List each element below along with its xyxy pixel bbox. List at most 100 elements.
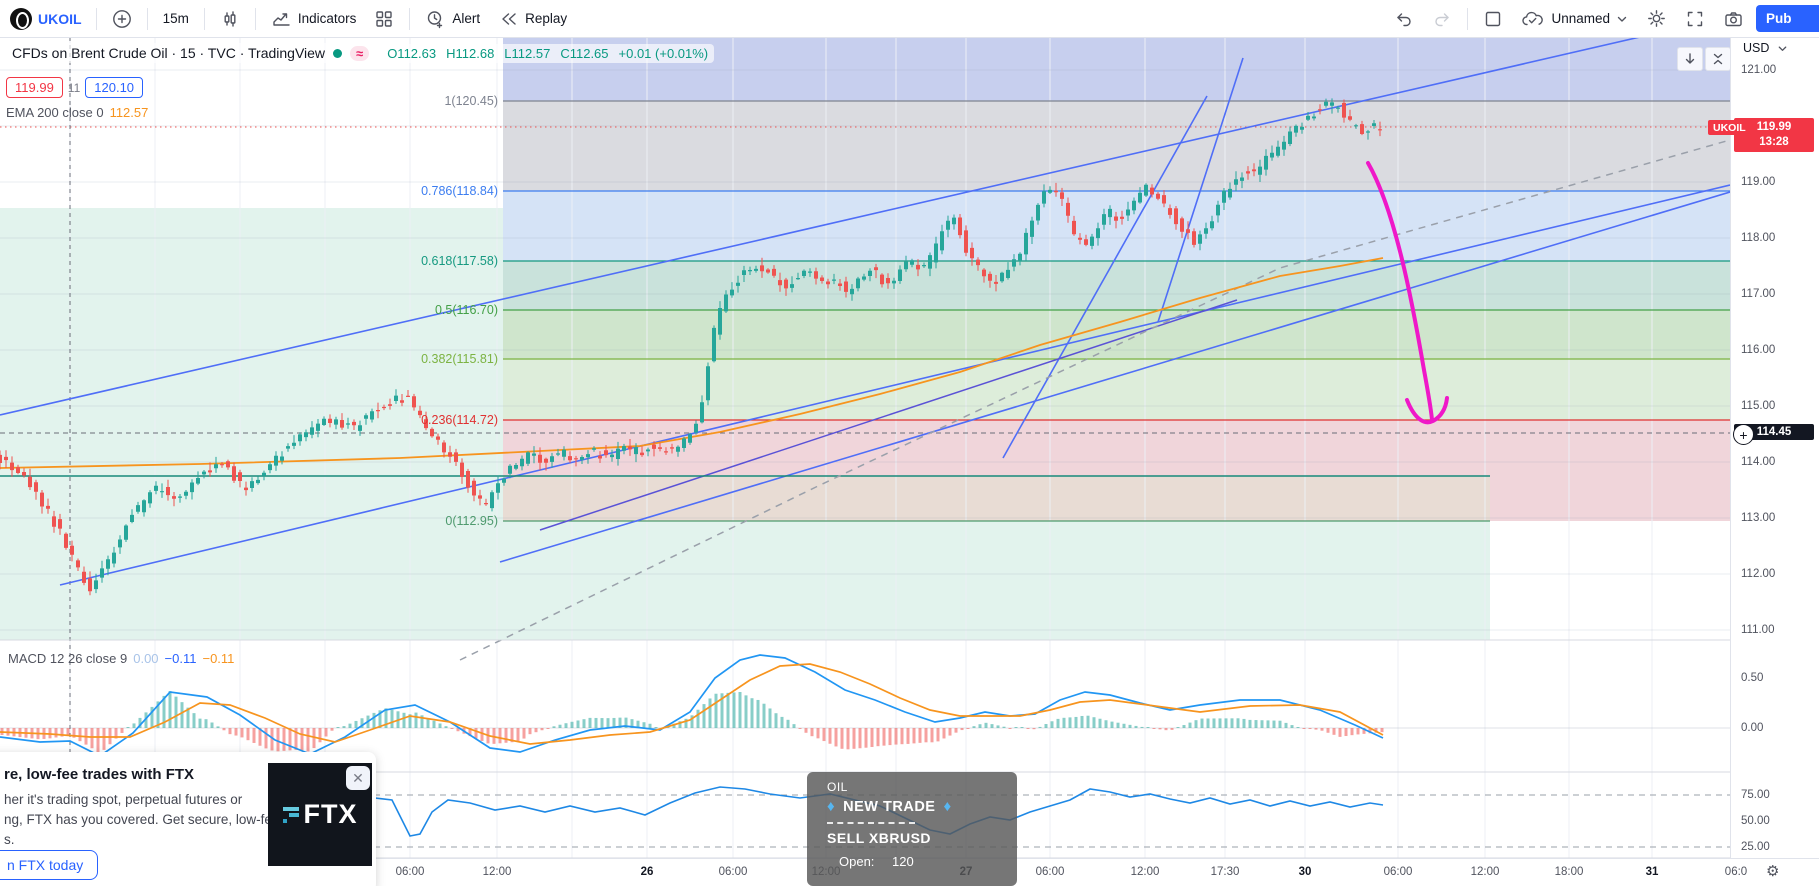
redo-icon: [1435, 12, 1450, 26]
macd-histogram-bar: [912, 728, 916, 744]
macd-histogram-bar: [342, 726, 346, 728]
macd-indicator-legend[interactable]: MACD 12 26 close 9 0.00 −0.11 −0.11: [8, 651, 235, 666]
price-axis-label: 115.00: [1741, 400, 1776, 412]
symbol-price-flag: UKOIL: [1708, 120, 1751, 135]
new-trade-popup[interactable]: OIL ♦ NEW TRADE ♦ SELL XBRUSD Open: 120: [807, 772, 1017, 886]
time-axis-label: 26: [640, 866, 654, 878]
macd-histogram-bar: [1302, 728, 1306, 729]
uptrend-channel-top-trendline: [0, 37, 1641, 416]
macd-histogram-bar: [978, 724, 982, 728]
macd-histogram-bar: [810, 728, 814, 737]
crosshair-price-tag: 114.45: [1734, 424, 1814, 440]
macd-histogram-bar: [1320, 728, 1324, 731]
macd-histogram-bar: [324, 728, 328, 737]
macd-histogram-bar: [438, 723, 442, 728]
macd-histogram-bar: [96, 728, 100, 753]
price-axis-label: 25.00: [1741, 841, 1770, 853]
price-axis-label: 112.00: [1741, 568, 1776, 580]
fib-level-label: 0.5(116.70): [434, 303, 498, 317]
macd-histogram-bar: [1308, 728, 1312, 730]
macd-histogram-bar: [264, 728, 268, 749]
macd-histogram-bar: [816, 728, 820, 739]
macd-histogram-bar: [852, 728, 856, 749]
macd-histogram-bar: [252, 728, 256, 743]
price-label-high[interactable]: 120.10: [85, 77, 144, 98]
macd-histogram-bar: [1056, 718, 1060, 728]
macd-histogram-bar: [690, 715, 694, 728]
macd-histogram-bar: [114, 728, 118, 739]
ema-indicator-legend[interactable]: EMA 200 close 0 112.57: [6, 105, 149, 120]
publish-button[interactable]: Pub: [1756, 5, 1819, 32]
macd-histogram-bar: [990, 724, 994, 728]
ad-close-button[interactable]: ✕: [346, 766, 370, 790]
scroll-to-recent-button[interactable]: [1677, 47, 1703, 71]
ad-body-line: her it's trading spot, perpetual futures…: [4, 792, 243, 807]
macd-histogram-bar: [1026, 728, 1030, 729]
ftx-ad-banner[interactable]: re, low-fee trades with FTX her it's tra…: [0, 752, 376, 886]
popup-action: SELL XBRUSD: [827, 830, 932, 846]
background-band: [1490, 476, 1730, 521]
delayed-data-badge[interactable]: ≈: [350, 45, 370, 61]
divider: [1467, 7, 1469, 30]
macd-histogram-bar: [1230, 718, 1234, 728]
macd-histogram-bar: [600, 718, 604, 728]
price-axis-label: 114.00: [1741, 456, 1776, 468]
chart-style-button[interactable]: [211, 4, 249, 34]
popup-open-label: Open:: [839, 854, 875, 869]
crosshair-add-alert-button[interactable]: +: [1733, 424, 1754, 445]
new-layout-button[interactable]: [1474, 4, 1512, 34]
symbol-button[interactable]: UKOIL: [38, 10, 82, 27]
macd-histogram-bar: [876, 728, 880, 747]
indicators-button[interactable]: Indicators: [262, 4, 366, 34]
price-chart-canvas[interactable]: [0, 37, 1730, 886]
macd-histogram-bar: [606, 718, 610, 728]
replay-button[interactable]: Replay: [489, 4, 576, 34]
time-axis-label: 12:00: [1130, 866, 1160, 878]
macd-histogram-bar: [300, 728, 304, 751]
price-label-low[interactable]: 119.99: [6, 77, 63, 98]
macd-histogram-bar: [138, 717, 142, 728]
time-axis-label: 06:0: [1724, 866, 1748, 878]
redo-button[interactable]: [1423, 4, 1461, 34]
macd-histogram-bar: [1254, 720, 1258, 728]
dashed-trendline: [459, 139, 1730, 661]
macd-histogram-bar: [726, 692, 730, 728]
macd-histogram-bar: [954, 728, 958, 733]
chart-area[interactable]: CFDs on Brent Crude Oil · 15 · TVC · Tra…: [0, 37, 1819, 886]
save-layout-button[interactable]: Unnamed: [1512, 4, 1637, 34]
time-axis-label: 06:00: [1035, 866, 1065, 878]
macd-histogram-bar: [174, 696, 178, 728]
fullscreen-button[interactable]: [1676, 4, 1714, 34]
chevron-down-icon: [1779, 45, 1787, 51]
ad-cta-button[interactable]: n FTX today: [0, 850, 99, 880]
indicator-templates-button[interactable]: [365, 4, 403, 34]
price-axis-label: 113.00: [1741, 512, 1776, 524]
alert-price-labels: 119.99 11 120.10: [6, 77, 144, 98]
macd-histogram-bar: [846, 728, 850, 750]
undo-button[interactable]: [1385, 4, 1423, 34]
macd-histogram-bar: [540, 728, 544, 731]
popup-symbol: OIL: [827, 780, 848, 794]
macd-histogram-bar: [1008, 728, 1012, 729]
macd-histogram-bar: [720, 693, 724, 728]
macd-histogram-bar: [1272, 720, 1276, 728]
macd-histogram-bar: [966, 728, 970, 729]
macd-histogram-bar: [858, 728, 862, 749]
macd-histogram-bar: [678, 721, 682, 728]
snapshot-button[interactable]: [1714, 4, 1753, 34]
alert-button[interactable]: Alert: [416, 4, 489, 34]
macd-histogram-bar: [1194, 720, 1198, 728]
chart-settings-button[interactable]: [1637, 4, 1676, 34]
macd-histogram-bar: [522, 728, 526, 739]
divider: [203, 7, 205, 30]
timezone-settings-icon[interactable]: ⚙: [1766, 863, 1780, 880]
symbol-logo[interactable]: [10, 7, 32, 30]
compare-add-symbol-button[interactable]: [103, 4, 141, 34]
chart-legend[interactable]: CFDs on Brent Crude Oil · 15 · TVC · Tra…: [6, 43, 715, 63]
currency-switcher[interactable]: USD: [1743, 41, 1788, 55]
macd-histogram-bar: [654, 727, 658, 728]
collapse-pane-button[interactable]: [1705, 47, 1731, 71]
time-axis-label: 12:00: [482, 866, 512, 878]
interval-button[interactable]: 15m: [162, 11, 189, 26]
